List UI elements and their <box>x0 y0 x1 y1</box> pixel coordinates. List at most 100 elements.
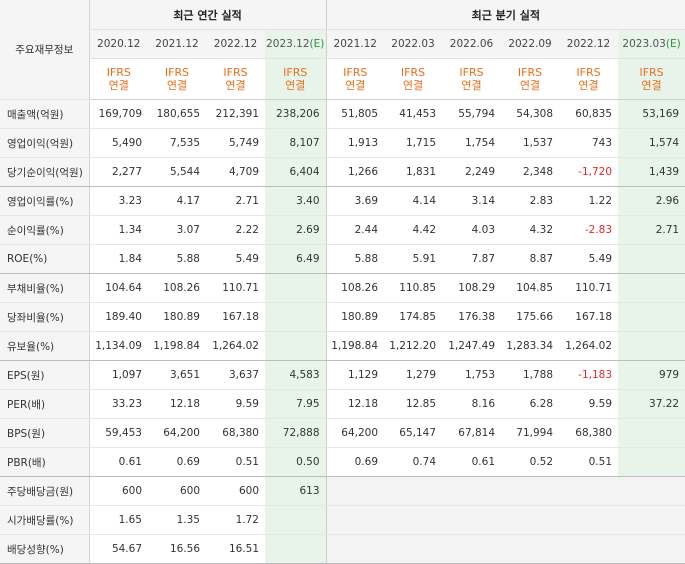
value-cell: 2.83 <box>501 186 560 216</box>
value-cell <box>618 476 685 506</box>
value-cell: 1,279 <box>384 360 443 390</box>
value-cell: 12.18 <box>148 389 206 419</box>
value-cell: 55,794 <box>442 99 502 129</box>
value-cell: 2.96 <box>618 186 685 216</box>
table-row: PBR(배) 0.61 0.69 0.51 0.50 0.69 0.74 0.61 0.52 0.… <box>0 447 685 477</box>
value-cell <box>618 331 685 361</box>
value-cell: 2,277 <box>89 157 148 187</box>
period-label: 2023.03 <box>622 38 666 50</box>
value-cell: 0.52 <box>501 447 560 477</box>
table-row: 유보율(%) 1,134.09 1,198.84 1,264.02 1,198.84 1,… <box>0 331 685 361</box>
ifrs-consolidated-label: IFRS 연결 <box>618 58 685 100</box>
period-label: 2022.03 <box>391 38 435 50</box>
value-cell <box>325 476 385 506</box>
value-cell: 64,200 <box>148 418 206 448</box>
value-cell: 5.88 <box>148 244 206 274</box>
table-row: PER(배) 33.23 12.18 9.59 7.95 12.18 12.85 8.16 6.… <box>0 389 685 419</box>
estimate-mark: (E) <box>309 38 325 50</box>
value-cell: 4.17 <box>148 186 206 216</box>
value-cell: 8.16 <box>442 389 502 419</box>
value-cell: 4,583 <box>265 360 327 390</box>
value-cell: 108.26 <box>148 273 206 303</box>
value-cell: 12.85 <box>384 389 443 419</box>
value-cell: 1,754 <box>442 128 502 158</box>
value-cell: 4.32 <box>501 215 560 245</box>
row-label: 순이익률(%) <box>0 215 90 245</box>
table-row: ROE(%) 1.84 5.88 5.49 6.49 5.88 5.91 7.87 8.87 5.… <box>0 244 685 274</box>
value-cell: 1.22 <box>559 186 619 216</box>
value-cell: 1,097 <box>89 360 148 390</box>
value-cell: 1,574 <box>618 128 685 158</box>
ifrs-consolidated-label: IFRS 연결 <box>384 58 443 100</box>
value-cell: 51,805 <box>325 99 385 129</box>
ifrs-label: IFRS <box>576 66 601 79</box>
table-row: 부채비율(%) 104.64 108.26 110.71 108.26 110.85 108… <box>0 273 685 303</box>
period-label: 2022.12 <box>566 38 611 50</box>
value-cell: 1.34 <box>89 215 148 245</box>
value-cell: 7,535 <box>148 128 206 158</box>
value-cell: 5.49 <box>559 244 619 274</box>
value-cell: -1,720 <box>559 157 619 187</box>
value-cell: 0.51 <box>206 447 265 477</box>
period-header: 2021.12 <box>148 29 206 59</box>
value-cell: 4.42 <box>384 215 443 245</box>
period-label: 2022.09 <box>508 38 552 50</box>
period-header: 2022.09 <box>501 29 560 59</box>
table-row: 배당성향(%) 54.67 16.56 16.51 <box>0 534 685 564</box>
ifrs-consolidated-label: IFRS 연결 <box>206 58 265 100</box>
value-cell: 16.56 <box>148 534 206 564</box>
value-cell: 0.61 <box>89 447 148 477</box>
value-cell: 5.91 <box>384 244 443 274</box>
value-cell <box>618 418 685 448</box>
row-label: EPS(원) <box>0 360 90 390</box>
ifrs-label: IFRS <box>223 66 248 79</box>
consolidated-label: 연결 <box>108 79 129 92</box>
row-label: 매출액(억원) <box>0 99 90 129</box>
value-cell: 4.14 <box>384 186 443 216</box>
quarterly-group-header: 최근 분기 실적 <box>325 0 685 30</box>
row-label: 당좌비율(%) <box>0 302 90 332</box>
row-label: ROE(%) <box>0 244 90 274</box>
period-header: 2021.12 <box>325 29 385 59</box>
period-label: 2021.12 <box>155 38 199 50</box>
consolidated-label: 연결 <box>461 79 482 92</box>
period-label: 2022.06 <box>449 38 494 50</box>
ifrs-consolidated-label: IFRS 연결 <box>325 58 385 100</box>
value-cell: 1,266 <box>325 157 385 187</box>
value-cell: 1,913 <box>325 128 385 158</box>
period-label: 2022.12 <box>213 38 258 50</box>
table-row: 주당배당금(원) 600 600 600 613 <box>0 476 685 506</box>
value-cell: 1,715 <box>384 128 443 158</box>
header-group-row: 주요재무정보 최근 연간 실적 최근 분기 실적 <box>0 0 685 100</box>
value-cell: 67,814 <box>442 418 502 448</box>
ifrs-consolidated-label: IFRS 연결 <box>501 58 560 100</box>
value-cell: 108.26 <box>325 273 385 303</box>
ifrs-label: IFRS <box>343 66 368 79</box>
value-cell: -2.83 <box>559 215 619 245</box>
value-cell <box>618 447 685 477</box>
value-cell: 37.22 <box>618 389 685 419</box>
value-cell: 54,308 <box>501 99 560 129</box>
value-cell: 8,107 <box>265 128 327 158</box>
consolidated-label: 연결 <box>285 79 306 92</box>
value-cell: -1,183 <box>559 360 619 390</box>
value-cell: 0.50 <box>265 447 327 477</box>
ifrs-consolidated-label: IFRS 연결 <box>265 58 327 100</box>
ifrs-consolidated-label: IFRS 연결 <box>89 58 148 100</box>
value-cell <box>265 273 327 303</box>
ifrs-header-row: IFRS 연결 IFRS 연결 IFRS 연결 IFRS 연결 IFRS 연결 IFRS 연결 IFRS… <box>0 58 685 100</box>
value-cell: 1,439 <box>618 157 685 187</box>
annual-group-header: 최근 연간 실적 <box>89 0 327 30</box>
period-header: 2023.03(E) <box>618 29 685 59</box>
value-cell <box>384 505 443 535</box>
value-cell: 2,249 <box>442 157 502 187</box>
value-cell: 68,380 <box>206 418 265 448</box>
table-row: 매출액(억원) 169,709 180,655 212,391 238,206 51,80… <box>0 99 685 129</box>
ifrs-label: IFRS <box>283 66 308 79</box>
period-label: 2020.12 <box>97 38 141 50</box>
value-cell: 180.89 <box>148 302 206 332</box>
table-row: 영업이익(억원) 5,490 7,535 5,749 8,107 1,913 1,715 1,… <box>0 128 685 158</box>
row-label: PBR(배) <box>0 447 90 477</box>
value-cell <box>501 476 560 506</box>
value-cell <box>618 534 685 564</box>
